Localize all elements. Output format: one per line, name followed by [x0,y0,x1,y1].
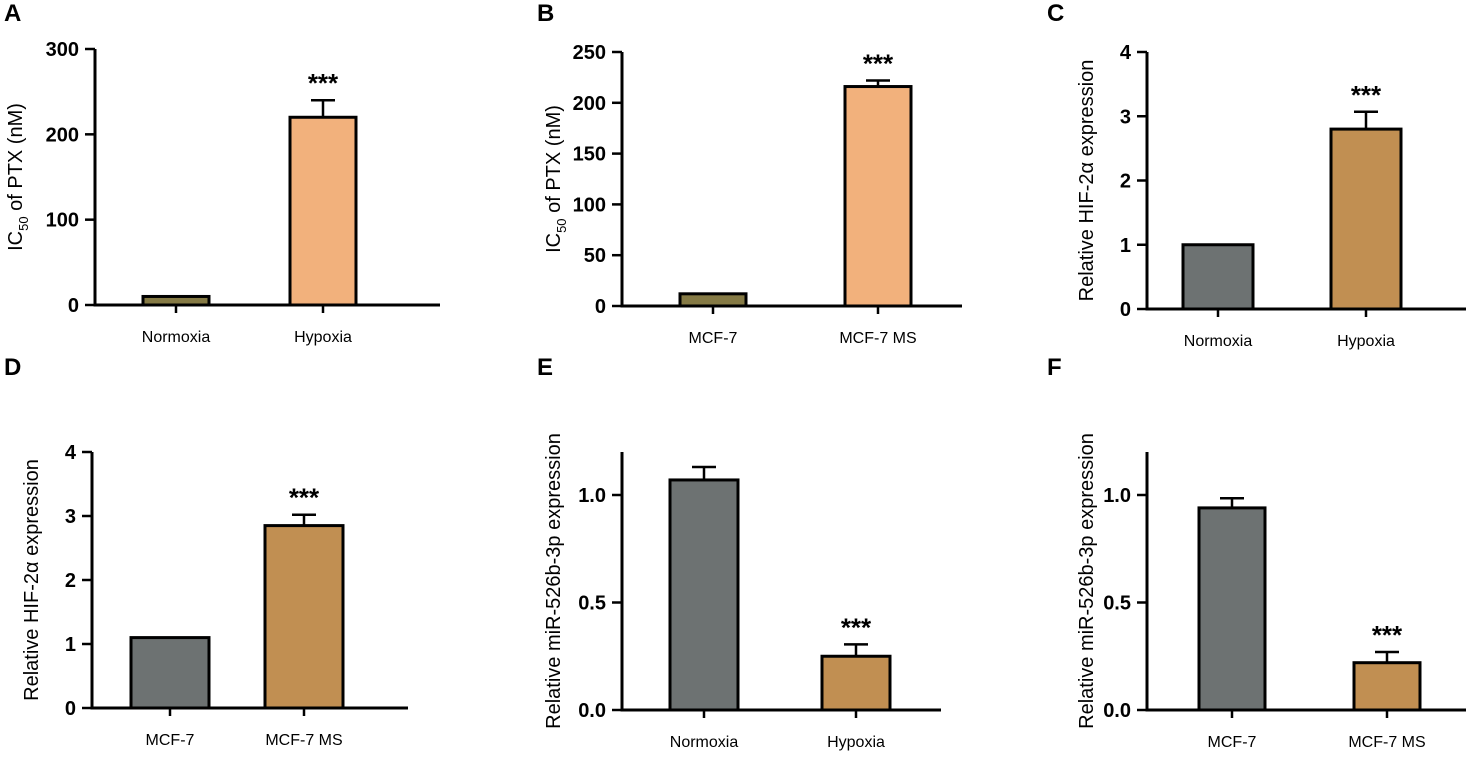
y-tick-label-d-3: 2 [65,570,76,592]
x-tick-label-c-1: Normoxia [1184,333,1253,350]
panel-d: MCF-7 *** MCF-7 MS 0 1 2 3 4 Relative HIF-2α exp… [21,442,408,749]
y-tick-label-f-3: 1.0 [1103,485,1131,507]
y-tick-label-e-2: 0.5 [578,593,606,615]
y-axis-label-b: IC50 of PTX (nM) [543,105,569,253]
panel-e: Normoxia *** Hypoxia 0.0 0.5 1.0 Relative miR-… [543,433,941,751]
y-tick-label-a-4: 300 [46,39,79,61]
y-axis-label-a: IC50 of PTX (nM) [5,103,31,251]
bar-e-1 [668,478,740,712]
significance-label-e-2: *** [841,612,872,642]
y-tick-label-d-1: 0 [65,698,76,720]
significance-label-b-2: *** [863,48,894,78]
y-tick-label-b-6: 250 [573,42,606,64]
x-tick-label-c-2: Hypoxia [1337,333,1395,350]
x-tick-label-d-2: MCF-7 MS [265,732,342,749]
x-tick-label-b-1: MCF-7 [689,330,738,347]
bar-b-2 [843,85,913,308]
significance-label-c-2: *** [1351,80,1382,110]
y-tick-label-e-3: 1.0 [578,485,606,507]
x-tick-label-b-2: MCF-7 MS [839,330,916,347]
y-tick-label-e-1: 0.0 [578,700,606,722]
bar-e-2 [820,654,892,712]
y-tick-label-b-2: 50 [584,245,606,267]
y-axis-label-rest-b: of PTX (nM) [543,105,565,218]
significance-label-d-2: *** [289,483,320,513]
panel-c: Normoxia *** Hypoxia 0 1 2 3 4 Relative HIF-2α e… [1076,42,1466,350]
y-tick-label-d-4: 3 [65,506,76,528]
y-tick-label-a-1: 0 [68,295,79,317]
panel-label-b: B [537,0,555,27]
y-axis-label-d: Relative HIF-2α expression [21,459,43,701]
bar-d-2 [263,524,345,710]
panel-label-d: D [4,354,22,381]
y-tick-label-b-1: 0 [595,296,606,318]
panel-label-a: A [4,0,22,27]
y-axis-label-rest-a: of PTX (nM) [5,103,27,216]
y-axis-label-f: Relative miR-526b-3p expression [1076,433,1098,729]
bar-a-2 [288,115,358,307]
bar-c-2 [1329,127,1403,311]
y-tick-label-c-5: 4 [1120,42,1132,64]
y-axis-label-e: Relative miR-526b-3p expression [543,433,565,729]
y-tick-label-b-3: 100 [573,194,606,216]
y-tick-label-b-4: 150 [573,144,606,166]
significance-label-a-2: *** [308,68,339,98]
x-tick-label-f-2: MCF-7 MS [1348,734,1425,751]
y-tick-label-d-2: 1 [65,634,76,656]
y-tick-label-c-1: 0 [1120,299,1131,321]
significance-label-f-2: *** [1372,620,1403,650]
y-tick-label-c-4: 3 [1120,106,1131,128]
x-tick-label-e-1: Normoxia [670,734,739,751]
x-tick-label-d-1: MCF-7 [146,732,195,749]
x-tick-label-a-1: Normoxia [142,329,211,346]
y-axis-label-c: Relative HIF-2α expression [1076,60,1098,302]
panel-label-f: F [1047,354,1062,381]
panel-a: Normoxia *** Hypoxia 0 100 200 300 IC50 of PTX … [5,39,440,346]
bar-b-1 [678,292,748,308]
panel-b: MCF-7 *** MCF-7 MS 0 50 100 150 200 250 IC50 of P… [543,42,962,347]
y-axis-label-subscript-b: 50 [554,218,569,232]
bar-f-2 [1352,661,1422,712]
bar-d-1 [129,636,211,710]
x-tick-label-e-2: Hypoxia [827,734,885,751]
y-tick-label-d-5: 4 [65,442,77,464]
panel-label-e: E [537,354,554,381]
y-tick-label-f-2: 0.5 [1103,593,1131,615]
x-tick-label-a-2: Hypoxia [294,329,352,346]
y-axis-label-subscript-a: 50 [16,216,31,230]
bar-c-1 [1181,243,1255,311]
y-tick-label-a-2: 100 [46,210,79,232]
x-tick-label-f-1: MCF-7 [1208,734,1257,751]
bar-f-1 [1197,506,1267,712]
panel-label-c: C [1047,0,1065,27]
y-tick-label-c-3: 2 [1120,171,1131,193]
y-tick-label-a-3: 200 [46,124,79,146]
y-tick-label-c-2: 1 [1120,235,1131,257]
y-tick-label-b-5: 200 [573,93,606,115]
y-tick-label-f-1: 0.0 [1103,700,1131,722]
